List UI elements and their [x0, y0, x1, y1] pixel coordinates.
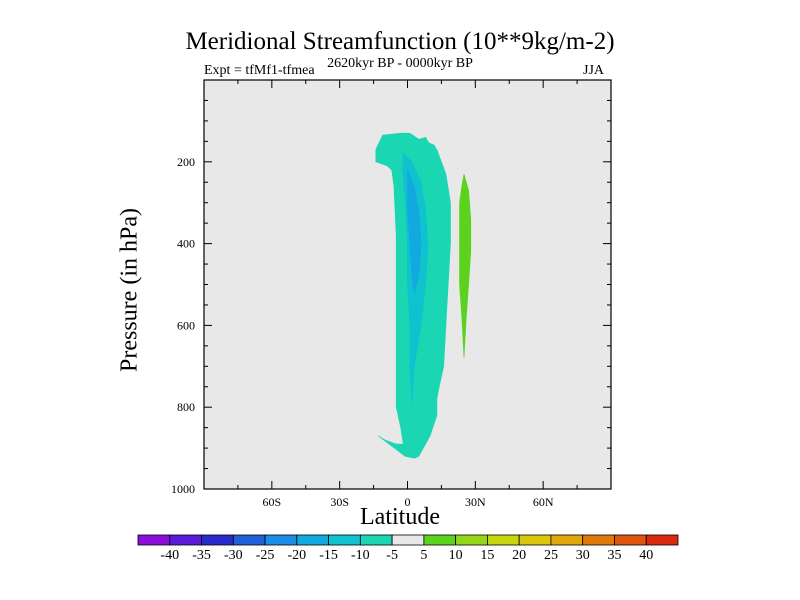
region-contour-plus-5: [459, 174, 472, 359]
y-tick-label: 200: [177, 155, 195, 169]
chart-title: Meridional Streamfunction (10**9kg/m-2): [185, 28, 615, 55]
y-tick-labels: 200 400 600 800 1000: [171, 155, 195, 496]
colorbar-swatch: [169, 534, 202, 546]
y-tick-label: 600: [177, 318, 195, 332]
colorbar-swatch: [487, 534, 520, 546]
x-tick-label: 30N: [465, 495, 486, 509]
colorbar-swatch: [423, 534, 457, 546]
colorbar-label: 40: [639, 548, 653, 563]
y-tick-label: 800: [177, 400, 195, 414]
colorbar-swatch: [296, 534, 329, 546]
x-tick-label: 0: [405, 495, 411, 509]
colorbar-label: -15: [319, 548, 338, 563]
colorbar-label: 35: [607, 548, 621, 563]
colorbar-label: -30: [224, 548, 243, 563]
colorbar-swatch: [645, 534, 679, 546]
region-contour-minus-15: [407, 169, 422, 293]
x-tick-labels: 60S 30S 0 30N 60N: [262, 495, 553, 509]
colorbar-label: 5: [420, 548, 427, 563]
colorbar-label: -5: [386, 548, 398, 563]
colorbar-swatch: [264, 534, 298, 546]
axis-ticks: [204, 80, 611, 489]
x-tick-label: 30S: [330, 495, 349, 509]
colorbar-label: 30: [576, 548, 590, 563]
season-label: JJA: [583, 63, 605, 78]
colorbar-swatch: [391, 534, 425, 546]
experiment-label: Expt = tfMf1-tfmea: [204, 63, 315, 78]
colorbar-label: -35: [192, 548, 211, 563]
y-tick-label: 1000: [171, 482, 195, 496]
colorbar-label: 25: [544, 548, 558, 563]
colorbar-swatch: [550, 534, 584, 546]
colorbar-label: 10: [449, 548, 463, 563]
colorbar-swatch: [232, 534, 266, 546]
colorbar-swatch: [614, 534, 647, 546]
colorbar-swatch: [582, 534, 615, 546]
period-label: 2620kyr BP - 0000kyr BP: [327, 56, 473, 71]
y-tick-label: 400: [177, 237, 195, 251]
colorbar-swatch: [359, 534, 393, 546]
x-tick-label: 60N: [533, 495, 554, 509]
colorbar-swatch: [137, 534, 171, 546]
colorbar-swatch: [328, 534, 361, 546]
contour-regions: [375, 132, 472, 459]
y-axis-label: Pressure (in hPa): [116, 208, 143, 372]
colorbar-label: 20: [512, 548, 526, 563]
colorbar-label: -20: [287, 548, 306, 563]
colorbar-label: -40: [160, 548, 179, 563]
colorbar: -40 -35 -30 -25 -20 -15 -10 -5 5 10 15 20 25 30 35 40: [137, 534, 679, 563]
x-tick-label: 60S: [262, 495, 281, 509]
x-axis-label: Latitude: [360, 504, 440, 530]
colorbar-swatch: [201, 534, 234, 546]
colorbar-label: 15: [480, 548, 494, 563]
colorbar-swatch: [518, 534, 552, 546]
colorbar-swatch: [455, 534, 488, 546]
colorbar-label: -25: [256, 548, 275, 563]
colorbar-label: -10: [351, 548, 370, 563]
